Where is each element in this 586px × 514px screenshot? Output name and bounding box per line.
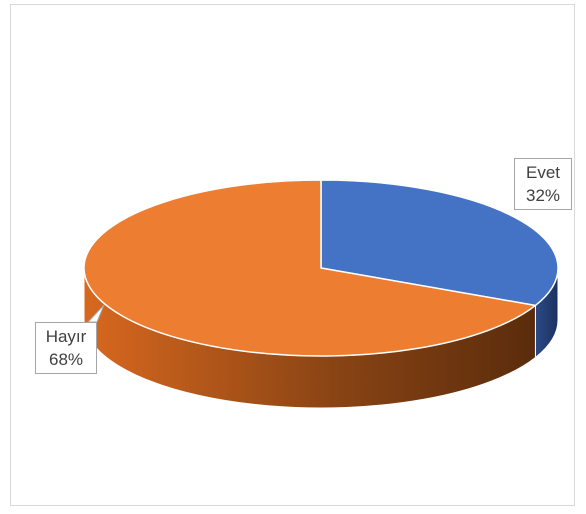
data-label-evet-name: Evet (525, 163, 561, 182)
data-label-hayir-value: 68% (48, 350, 84, 369)
pie-slice-evet (320, 179, 559, 307)
pie-slice-hayir (83, 179, 537, 357)
data-label-hayir: Hayır 68% (35, 322, 97, 374)
data-label-evet: Evet 32% (514, 158, 572, 210)
data-label-hayir-name: Hayır (45, 327, 87, 346)
data-label-evet-value: 32% (525, 186, 561, 205)
